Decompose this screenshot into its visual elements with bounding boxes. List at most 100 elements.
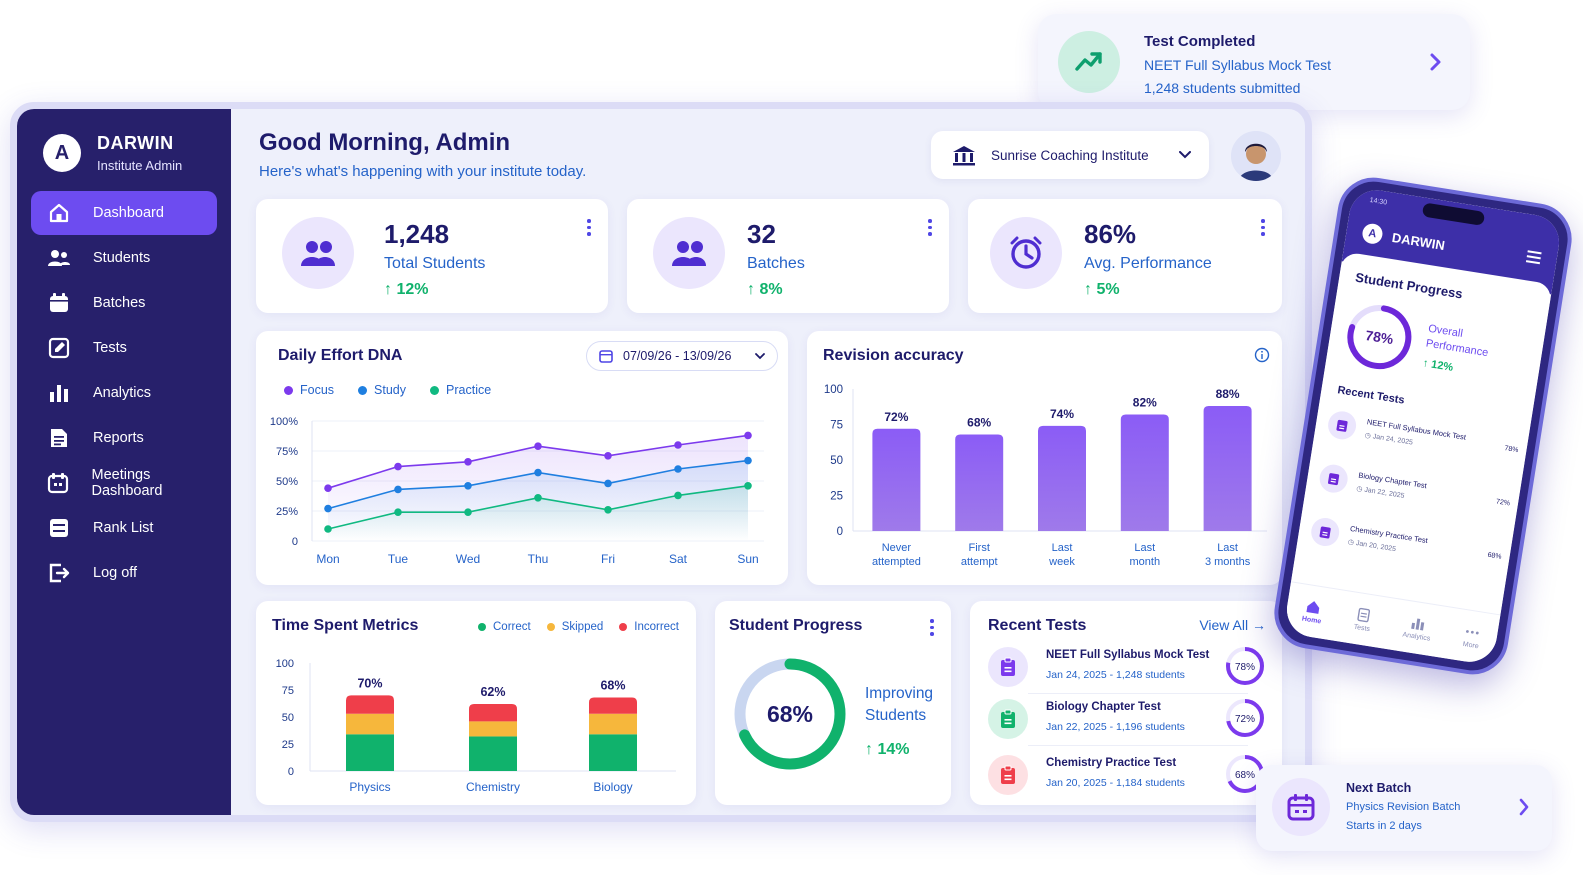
phone-overall-caption: Overall Performance (1425, 322, 1490, 360)
data-point (394, 485, 402, 494)
phone-test-percent: 68% (1487, 551, 1502, 561)
users-icon (282, 217, 354, 289)
sidebar-item-label: Dashboard (93, 205, 164, 221)
sidebar-item-meetings-dashboard[interactable]: Meetings Dashboard (31, 461, 217, 505)
x-tick-label: Sat (669, 552, 688, 566)
recent-test-meta: Jan 22, 2025 - 1,196 students (1046, 721, 1185, 733)
phone-progress-ring: 78% (1347, 305, 1412, 370)
institute-select[interactable]: Sunrise Coaching Institute (931, 131, 1209, 179)
data-point (394, 462, 402, 471)
bar-segment-correct (469, 736, 517, 771)
series-area-practice (328, 485, 748, 541)
bar-segment-skipped (589, 713, 637, 735)
time-legend: Correct Skipped Incorrect (478, 621, 679, 633)
more-options-icon[interactable] (929, 619, 935, 639)
y-tick-label: 0 (837, 526, 843, 538)
bar-segment-skipped (346, 713, 394, 735)
stat-label: Avg. Performance (1084, 255, 1212, 272)
view-all-link[interactable]: View All → (1199, 617, 1266, 633)
sidebar-item-tests[interactable]: Tests (31, 326, 217, 370)
recent-test-row[interactable]: Chemistry Practice Test Jan 20, 2025 - 1,… (988, 751, 1266, 799)
toast-test-name: NEET Full Syllabus Mock Test (1144, 57, 1331, 73)
y-tick-label: 100% (270, 416, 298, 428)
phone-test-row[interactable]: Chemistry Practice Test ◷ Jan 20, 2025 68% (1308, 512, 1508, 582)
sidebar-item-analytics[interactable]: Analytics (31, 371, 217, 415)
data-point (464, 458, 472, 466)
bar (1038, 425, 1086, 531)
bar-value-label: 82% (1133, 396, 1157, 410)
phone-test-row[interactable]: Biology Chapter Test ◷ Jan 22, 2025 72% (1316, 459, 1516, 529)
clipboard-icon (988, 699, 1028, 739)
clock-icon (990, 217, 1062, 289)
hamburger-menu-icon[interactable] (1525, 250, 1542, 267)
score-label: 78% (1235, 662, 1255, 673)
next-batch-start: Starts in 2 days (1346, 820, 1422, 832)
avatar[interactable] (1231, 131, 1281, 181)
sidebar-item-label: Tests (93, 340, 127, 356)
x-tick-label: Fri (601, 552, 615, 566)
data-point (674, 491, 682, 500)
document-icon (1357, 607, 1371, 623)
arrow-up-icon: ↑ (384, 281, 397, 298)
y-tick-label: 75 (282, 685, 294, 697)
phone-recent-title: Recent Tests (1336, 384, 1406, 407)
phone-nav-home[interactable]: Home (1301, 598, 1324, 625)
recent-test-meta: Jan 24, 2025 - 1,248 students (1046, 669, 1185, 681)
sidebar-item-reports[interactable]: Reports (31, 416, 217, 460)
clipboard-icon (1317, 462, 1350, 495)
stat-card-avg-performance: 86% Avg. Performance ↑ 5% (968, 199, 1282, 313)
x-tick-label: Mon (316, 552, 339, 566)
recent-test-row[interactable]: Biology Chapter Test Jan 22, 2025 - 1,196… (988, 695, 1266, 743)
chevron-right-icon[interactable] (1518, 798, 1530, 816)
more-options-icon[interactable] (1260, 219, 1266, 239)
x-tick-label: Chemistry (466, 780, 520, 794)
page-subtitle: Here's what's happening with your instit… (259, 163, 587, 180)
sidebar-item-dashboard[interactable]: Dashboard (31, 191, 217, 235)
chevron-right-icon[interactable] (1428, 52, 1444, 72)
date-range-label: 07/09/26 - 13/09/26 (623, 349, 732, 363)
sidebar-item-log-off[interactable]: Log off (31, 551, 217, 595)
clipboard-icon (988, 647, 1028, 687)
info-icon[interactable] (1254, 347, 1270, 363)
more-options-icon[interactable] (586, 219, 592, 239)
next-batch-toast[interactable]: Next Batch Physics Revision Batch Starts… (1256, 765, 1552, 851)
student-progress-card: Student Progress 68% Improving Students ↑… (715, 601, 951, 805)
sidebar-item-rank-list[interactable]: Rank List (31, 506, 217, 550)
progress-percent: 68% (767, 701, 813, 727)
more-options-icon[interactable] (927, 219, 933, 239)
phone-nav-analytics[interactable]: Analytics (1402, 614, 1433, 642)
phone-nav-more[interactable]: More (1462, 624, 1482, 650)
sidebar-item-students[interactable]: Students (31, 236, 217, 280)
stat-label: Total Students (384, 255, 486, 272)
x-tick-label: Last (1052, 542, 1073, 554)
phone-nav-tests[interactable]: Tests (1353, 606, 1373, 633)
card-title: Recent Tests (988, 617, 1087, 634)
test-completed-toast[interactable]: Test Completed NEET Full Syllabus Mock T… (1038, 14, 1470, 110)
recent-tests-card: Recent Tests View All → NEET Full Syllab… (970, 601, 1282, 805)
recent-test-row[interactable]: NEET Full Syllabus Mock Test Jan 24, 2025… (988, 643, 1266, 691)
next-batch-name: Physics Revision Batch (1346, 801, 1461, 813)
legend-item: Skipped (546, 621, 603, 633)
card-title: Student Progress (729, 617, 863, 634)
y-tick-label: 0 (288, 766, 294, 778)
data-point (744, 456, 752, 465)
y-tick-label: 50% (276, 476, 298, 488)
sidebar-item-label: Rank List (93, 520, 154, 536)
data-point (464, 482, 472, 490)
phone-bottom-nav: Home Tests Analytics More (1282, 581, 1501, 666)
bar-value-label: 74% (1050, 407, 1074, 421)
progress-donut: 68% (734, 658, 846, 770)
time-spent-card: Time Spent Metrics Correct Skipped Incor… (256, 601, 696, 805)
data-point (744, 431, 752, 440)
recent-test-name: Biology Chapter Test (1046, 701, 1161, 713)
sidebar-item-batches[interactable]: Batches (31, 281, 217, 325)
data-point (674, 465, 682, 473)
date-range-picker[interactable]: 07/09/26 - 13/09/26 (586, 341, 778, 371)
bar-segment-incorrect (346, 695, 394, 714)
y-tick-label: 50 (830, 455, 843, 467)
phone-status-time: 14:30 (1369, 196, 1388, 207)
y-tick-label: 0 (292, 536, 298, 548)
x-tick-label: month (1130, 556, 1161, 568)
calendar-icon (1272, 778, 1330, 836)
phone-test-row[interactable]: NEET Full Syllabus Mock Test ◷ Jan 24, 20… (1325, 405, 1525, 475)
